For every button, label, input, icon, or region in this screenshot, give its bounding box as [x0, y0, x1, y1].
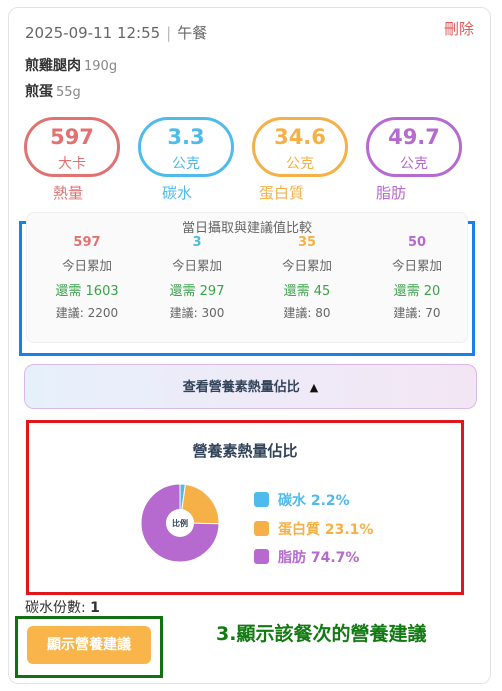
pie-center: [166, 509, 194, 537]
fat-unit: 公克: [400, 156, 428, 172]
meal-card: 2025-09-11 12:55 | 午餐 刪除 煎雞腿肉 190g 煎蛋 55g 59…: [8, 7, 491, 684]
carbs-value: 3.3: [167, 125, 205, 149]
caret-up-icon: ▲: [309, 381, 319, 394]
food-name: 煎雞腿肉: [25, 58, 81, 74]
intake-value: 35: [297, 235, 317, 250]
protein-unit: 公克: [286, 156, 314, 172]
comparison-column-carbs: 3 今日累加 還需 297 建議: 300: [147, 235, 247, 321]
carbs-badge: 3.3 公克: [138, 117, 234, 177]
nutrient-ratio-highlight: 營養素熱量佔比 比例 碳水 2.2% 蛋白質 23.1% 脂肪 74.7%: [26, 420, 464, 595]
remaining-value: 還需 1603: [55, 284, 119, 299]
food-weight: 190g: [84, 59, 118, 74]
food-name: 煎蛋: [25, 84, 53, 100]
calories-badge: 597 大卡: [24, 117, 120, 177]
remaining-value: 還需 45: [283, 284, 331, 299]
suggested-value: 建議: 80: [283, 306, 331, 320]
legend-swatch: [254, 521, 269, 536]
pie-center-label: 比例: [172, 518, 188, 528]
divider: |: [166, 24, 172, 42]
fat-badge: 49.7 公克: [366, 117, 462, 177]
advice-button-highlight: 顯示營養建議: [15, 616, 163, 678]
toggle-label: 查看營養素熱量佔比: [182, 380, 300, 395]
calories-value: 597: [50, 125, 94, 149]
comparison-column-calories: 597 今日累加 還需 1603 建議: 2200: [37, 235, 137, 321]
intake-value: 50: [407, 235, 427, 250]
legend-swatch: [254, 549, 269, 564]
intake-label: 今日累加: [281, 258, 332, 273]
comparison-column-fat: 50 今日累加 還需 20 建議: 70: [367, 235, 467, 321]
chart-title: 營養素熱量佔比: [192, 442, 298, 460]
annotation-text: 3.顯示該餐次的營養建議: [216, 623, 427, 645]
suggested-value: 建議: 70: [393, 306, 441, 320]
protein-value: 34.6: [274, 125, 326, 149]
intake-label: 今日累加: [61, 258, 112, 273]
legend-label: 脂肪 74.7%: [278, 550, 360, 566]
meal-datetime: 2025-09-11 12:55: [25, 24, 161, 42]
fat-label: 脂肪: [376, 184, 407, 202]
intake-label: 今日累加: [391, 258, 442, 273]
calories-unit: 大卡: [58, 156, 86, 172]
show-advice-button[interactable]: 顯示營養建議: [27, 626, 151, 664]
legend-label: 蛋白質 23.1%: [278, 522, 374, 538]
comparison-column-protein: 35 今日累加 還需 45 建議: 80: [257, 235, 357, 321]
daily-comparison-panel: 當日攝取與建議值比較 597 今日累加 還需 1603 建議: 2200 3 今…: [26, 212, 468, 343]
comparison-title: 當日攝取與建議值比較: [181, 221, 312, 236]
carb-portion: 碳水份數: 1: [25, 597, 100, 617]
protein-badge: 34.6 公克: [252, 117, 348, 177]
intake-value: 597: [73, 235, 101, 250]
calories-label: 熱量: [53, 184, 84, 202]
remaining-value: 還需 297: [169, 284, 225, 299]
intake-value: 3: [192, 235, 202, 250]
nutrient-pie-chart: 比例: [140, 483, 220, 563]
legend-item-fat: 脂肪 74.7%: [254, 547, 359, 567]
carbs-unit: 公克: [172, 156, 200, 172]
delete-button[interactable]: 刪除: [443, 20, 474, 38]
legend-item-protein: 蛋白質 23.1%: [254, 519, 373, 539]
fat-value: 49.7: [388, 125, 440, 149]
food-weight: 55g: [56, 85, 81, 100]
intake-label: 今日累加: [171, 258, 222, 273]
remaining-value: 還需 20: [393, 284, 441, 299]
toggle-nutrient-ratio-button[interactable]: 查看營養素熱量佔比 ▲: [24, 364, 477, 409]
carbs-label: 碳水: [162, 184, 193, 202]
suggested-value: 建議: 300: [169, 306, 225, 320]
daily-comparison-highlight: 當日攝取與建議值比較 597 今日累加 還需 1603 建議: 2200 3 今…: [19, 212, 475, 356]
suggested-value: 建議: 2200: [55, 306, 119, 320]
meal-header: 2025-09-11 12:55 | 午餐: [25, 22, 207, 43]
legend-swatch: [254, 492, 269, 507]
meal-type: 午餐: [177, 24, 208, 42]
carb-portion-label: 碳水份數:: [25, 600, 86, 616]
carb-portion-value: 1: [90, 600, 100, 616]
food-item: 煎蛋 55g: [25, 81, 81, 101]
food-item: 煎雞腿肉 190g: [25, 55, 117, 75]
protein-label: 蛋白質: [259, 184, 305, 202]
legend-item-carbs: 碳水 2.2%: [254, 490, 350, 510]
legend-label: 碳水 2.2%: [278, 493, 350, 509]
